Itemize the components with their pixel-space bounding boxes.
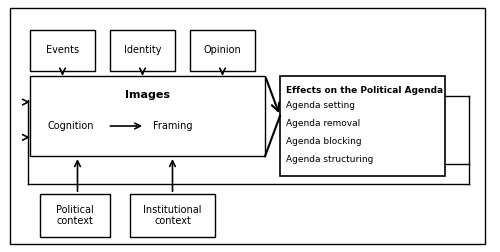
Text: Cognition: Cognition: [48, 121, 94, 131]
FancyBboxPatch shape: [190, 30, 255, 71]
Text: Agenda removal: Agenda removal: [286, 119, 360, 128]
Text: Institutional
context: Institutional context: [144, 205, 202, 226]
Text: Political
context: Political context: [56, 205, 94, 226]
Text: Framing: Framing: [152, 121, 192, 131]
Text: Images: Images: [125, 89, 170, 100]
Text: Events: Events: [46, 45, 79, 55]
FancyBboxPatch shape: [10, 8, 485, 244]
Text: Opinion: Opinion: [204, 45, 242, 55]
Text: Effects on the Political Agenda: Effects on the Political Agenda: [286, 86, 443, 95]
FancyBboxPatch shape: [130, 194, 215, 237]
FancyBboxPatch shape: [110, 30, 175, 71]
Text: Agenda blocking: Agenda blocking: [286, 137, 362, 146]
Text: Agenda structuring: Agenda structuring: [286, 155, 374, 164]
Text: Identity: Identity: [124, 45, 162, 55]
Text: Agenda setting: Agenda setting: [286, 101, 355, 110]
FancyBboxPatch shape: [40, 194, 110, 237]
FancyBboxPatch shape: [280, 76, 445, 176]
FancyBboxPatch shape: [30, 30, 95, 71]
FancyBboxPatch shape: [30, 76, 265, 156]
